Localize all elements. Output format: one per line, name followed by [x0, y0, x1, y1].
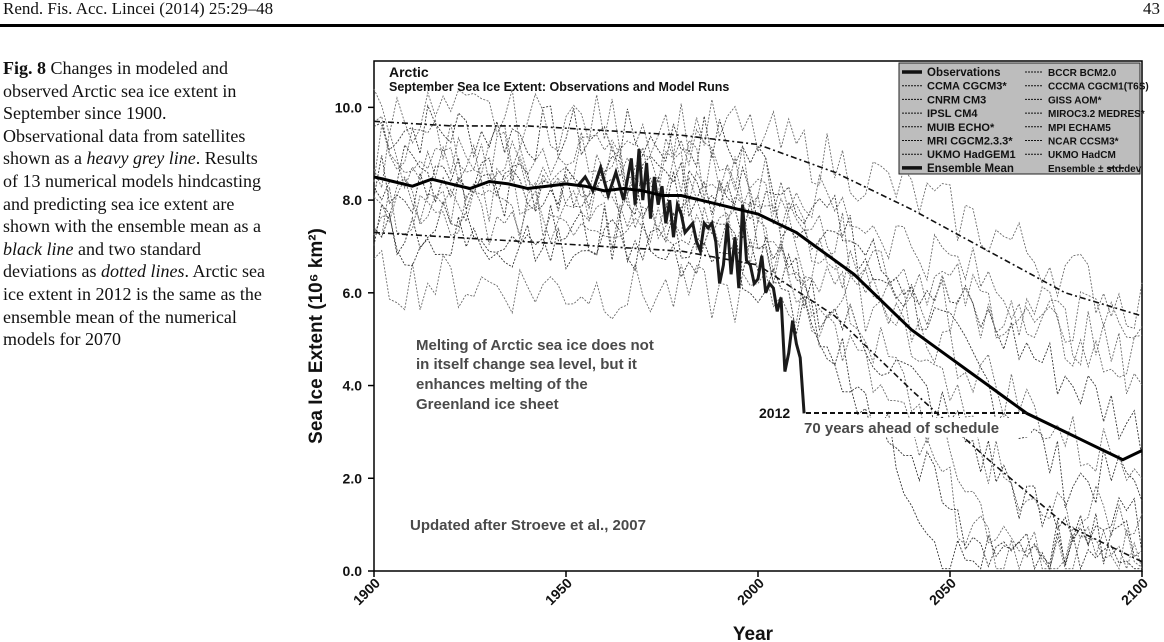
figure-caption: Fig. 8 Changes in modeled and observed A… — [3, 57, 265, 351]
year-2012-label: 2012 — [759, 405, 790, 421]
legend-label: MPI ECHAM5 — [1048, 123, 1111, 134]
model-run-line — [373, 167, 1143, 379]
legend-label: BCCR BCM2.0 — [1048, 68, 1117, 79]
credit-note: Updated after Stroeve et al., 2007 — [410, 517, 646, 534]
legend-label: Ensemble Mean — [927, 163, 1014, 175]
model-run-line — [373, 155, 1142, 571]
x-tick-label: 1950 — [542, 575, 575, 608]
legend-label: IPSL CM4 — [927, 108, 978, 120]
legend-label: CCCMA CGCM1(T6S) — [1048, 82, 1149, 93]
legend-label: Observations — [927, 67, 1001, 79]
y-tick-label: 4.0 — [343, 378, 363, 394]
legend-label: CCMA CGCM3* — [927, 81, 1007, 93]
ahead-note: 70 years ahead of schedule — [804, 420, 999, 437]
caption-emphasis-3: dotted lines — [100, 261, 185, 282]
caption-text-4: . Arctic sea ice extent in 2012 is the s… — [3, 261, 265, 350]
caption-text-1: Changes in modeled and observed Arctic s… — [3, 58, 246, 169]
y-tick-label: 10.0 — [335, 99, 362, 115]
legend-box — [898, 62, 1141, 175]
x-tick-label: 2100 — [1118, 575, 1151, 608]
legend-label: MRI CGCM2.3.3* — [927, 136, 1013, 148]
melting-note: Melting of Arctic sea ice does not in it… — [416, 337, 654, 413]
caption-emphasis-2: black line — [3, 238, 74, 259]
legend: Observations CCMA CGCM3*CNRM CM3 IPSL CM4 M… — [898, 62, 1149, 175]
x-tick-label: 2050 — [926, 575, 959, 608]
page-number: 43 — [1143, 0, 1160, 18]
y-tick-label: 6.0 — [343, 285, 363, 301]
journal-header: Rend. Fis. Acc. Lincei (2014) 25:29–48 — [3, 0, 274, 18]
ensemble-mean-line — [373, 175, 1143, 462]
melting-note-line-2: in itself change sea level, but it — [416, 356, 637, 373]
model-run-line — [373, 88, 1143, 329]
ensemble-std-line — [373, 231, 1143, 563]
caption-text-3: and two standard deviations as — [3, 238, 201, 282]
y-tick-label: 2.0 — [343, 470, 363, 486]
y-tick-label: 0.0 — [343, 563, 363, 579]
caption-emphasis-1: heavy grey line — [86, 148, 196, 169]
legend-label: NCAR CCSM3* — [1048, 137, 1119, 148]
legend-label: CNRM CM3 — [927, 94, 986, 106]
legend-label: MUIB ECHO* — [927, 122, 995, 134]
x-axis-label: Year — [733, 624, 774, 642]
model-run-line — [373, 124, 1143, 395]
legend-label: Ensemble ± std.dev — [1048, 164, 1142, 175]
melting-note-line-1: Melting of Arctic sea ice does not — [416, 337, 654, 354]
legend-label: UKMO HadGEM1 — [927, 149, 1016, 161]
model-run-line — [373, 115, 1143, 544]
ensemble-std-line — [373, 120, 1143, 317]
model-run-line — [373, 143, 1143, 459]
y-axis-label: Sea Ice Extent (10⁶ km²) — [306, 228, 327, 444]
model-run-line — [373, 131, 1143, 570]
x-tick-label: 1900 — [350, 575, 383, 608]
chart-subtitle: September Sea Ice Extent: Observations a… — [389, 80, 729, 94]
legend-label: UKMO HadCM — [1048, 150, 1116, 161]
ahead-note-bg — [801, 418, 1031, 437]
observations-line — [576, 148, 806, 414]
model-run-line — [373, 213, 1143, 568]
x-tick-label: 2000 — [734, 575, 767, 608]
model-run-line — [373, 187, 1143, 482]
figure-label: Fig. 8 — [3, 58, 46, 78]
melting-note-line-3: enhances melting of the — [416, 376, 588, 393]
legend-label: MIROC3.2 MEDRES* — [1048, 109, 1145, 120]
chart-title: Arctic — [389, 64, 429, 80]
model-run-line — [373, 176, 1143, 571]
caption-text-2: . Results of 13 numerical models hindcas… — [3, 148, 261, 237]
melting-note-line-4: Greenland ice sheet — [416, 396, 559, 413]
header-rule — [0, 24, 1164, 27]
model-run-line — [373, 200, 1143, 553]
y-tick-label: 8.0 — [343, 192, 363, 208]
series-layer — [373, 120, 1143, 563]
legend-label: GISS AOM* — [1048, 95, 1102, 106]
